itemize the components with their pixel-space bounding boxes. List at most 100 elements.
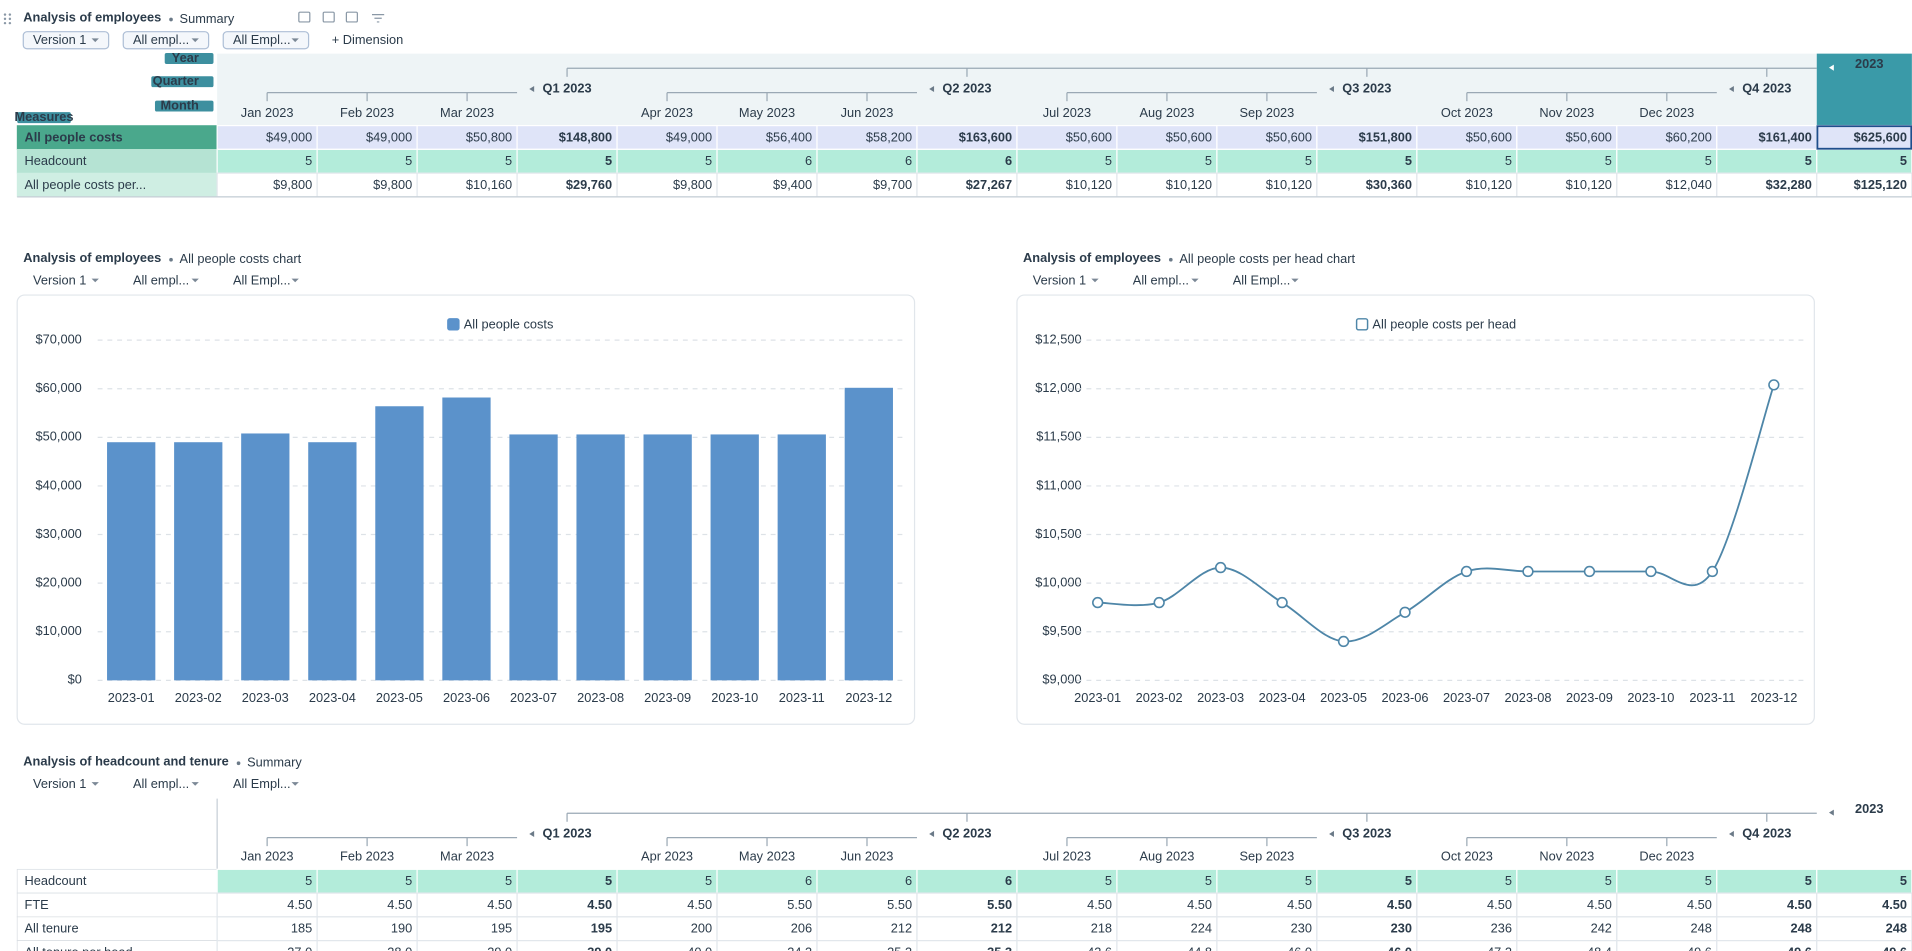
filter-dropdown[interactable] [22,31,110,50]
y-tick-label: $11,000 [1036,477,1081,492]
filter-caret [291,782,299,786]
year-label: 2023 [1855,56,1883,71]
month-label: Sep 2023 [1240,848,1295,863]
filter-dropdown[interactable] [1122,271,1209,290]
collapse-arrow[interactable] [1828,809,1834,816]
bar [710,434,759,681]
cell-value: 5 [705,873,712,888]
cell-value: 46.0 [1287,945,1312,951]
y-tick-label: $10,000 [1035,575,1081,590]
chart-panel [1016,294,1815,725]
cell-value: $10,120 [1066,177,1112,192]
y-tick-label: $10,000 [36,623,82,638]
cell-value: 5 [305,873,312,888]
cell-value: 39.0 [487,945,512,951]
month-label: Aug 2023 [1140,848,1195,863]
table-cell [916,868,1018,894]
collapse-arrow[interactable] [1329,830,1334,838]
x-tick-label: 2023-01 [1074,690,1121,705]
filter-dropdown[interactable] [222,271,310,290]
cell-value: 206 [791,921,812,936]
collapse-arrow[interactable] [529,830,535,838]
cell-value: 40.0 [687,945,712,951]
table-cell [216,148,318,174]
cell-value: 4.50 [1287,897,1312,912]
x-tick-label: 2023-11 [1689,690,1735,705]
collapse-arrow[interactable] [1828,64,1834,71]
separator-dot [1168,257,1173,262]
cell-value: $9,700 [873,177,912,192]
cell-value: 5 [505,153,512,168]
collapse-arrow[interactable] [929,830,935,838]
cell-value: $161,400 [1759,129,1812,144]
filter-dropdown[interactable] [222,774,310,794]
cell-value: $9,400 [773,177,812,192]
cell-value: 4.50 [1487,897,1512,912]
filter-dropdown[interactable] [1022,271,1110,290]
line-point [1522,565,1534,578]
cell-value: 5.50 [987,897,1012,912]
toolbar-icons[interactable] [298,11,385,23]
table-cell [1616,940,1718,951]
y-tick-label: $60,000 [36,380,82,395]
cell-value: 4.50 [387,897,412,912]
filter-dropdown[interactable] [122,774,210,794]
table-cell [516,148,618,174]
table-cell [1316,940,1418,951]
filter-caret [91,278,99,283]
cell-value: $30,360 [1366,177,1412,192]
x-tick-label: 2023-08 [577,690,624,705]
filter-dropdown[interactable] [122,271,210,290]
bar [107,442,156,681]
drag-handle[interactable] [3,13,12,25]
collapse-arrow[interactable] [929,85,935,93]
filter-dropdown[interactable] [1222,271,1309,290]
collapse-arrow[interactable] [1728,830,1734,838]
separator-dot [169,257,173,262]
row-label: Headcount [25,153,87,168]
table-cell [1416,940,1518,951]
filter-dropdown[interactable] [22,774,110,794]
collapse-arrow[interactable] [1728,85,1734,93]
filter-caret [191,38,199,43]
cell-value: 4.50 [587,897,612,912]
cell-value: 48.4 [1587,945,1612,951]
line-point [1768,379,1780,391]
month-label: Dec 2023 [1639,105,1694,120]
x-tick-label: 2023-08 [1504,690,1551,705]
bar [241,433,290,681]
line-point [1092,596,1104,609]
quarter-label: Q2 2023 [942,825,991,840]
table-cell [1616,148,1718,174]
filter-dropdown[interactable] [22,271,110,290]
cell-value: 248 [1791,921,1812,936]
cell-value: 49.6 [1882,945,1907,951]
month-label: Jun 2023 [841,848,894,863]
x-tick-label: 2023-03 [1197,690,1244,705]
table-cell [616,940,718,951]
x-tick-label: 2023-07 [510,690,557,705]
filter-dropdown[interactable] [122,31,210,50]
bar [442,397,491,681]
filter-label: All Empl... [233,776,291,791]
cell-value: 5 [1205,153,1212,168]
cell-value: 212 [891,921,912,936]
filter-label: All Empl... [233,32,291,47]
filter-caret [191,782,199,786]
table-cell [1616,868,1718,894]
cell-value: $32,280 [1766,177,1812,192]
cell-value: 224 [1191,921,1212,936]
collapse-arrow[interactable] [1329,85,1334,93]
filter-label: Version 1 [33,272,86,287]
line-point [1337,635,1350,648]
month-label: Jan 2023 [241,848,294,863]
add-dimension[interactable]: + Dimension [332,32,403,47]
cell-value: 5 [1105,873,1112,888]
line-point [1706,565,1719,578]
row-label: Headcount [25,873,87,888]
filter-dropdown[interactable] [222,31,310,50]
bar [777,434,826,681]
collapse-arrow[interactable] [529,85,535,93]
cell-value: 38.0 [387,945,412,951]
cell-value: 35.3 [887,945,912,951]
